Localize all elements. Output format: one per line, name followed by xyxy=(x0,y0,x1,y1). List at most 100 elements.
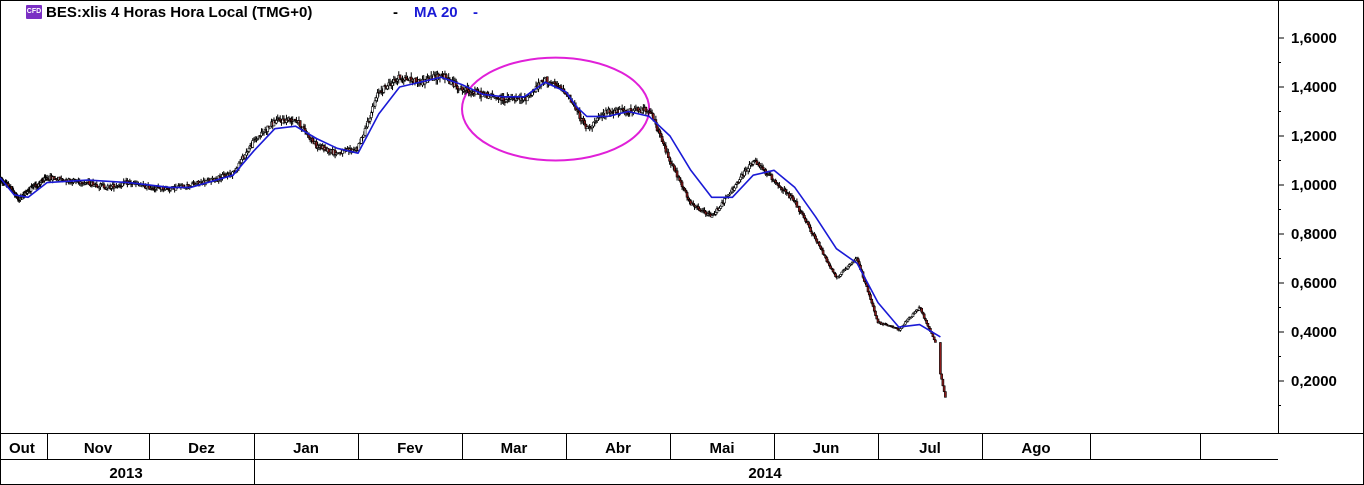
candle-body xyxy=(800,211,804,214)
month-label: Mar xyxy=(501,440,528,457)
candle xyxy=(875,315,879,320)
candle-body xyxy=(121,182,124,187)
y-tick-label: 0,2000 xyxy=(1291,373,1337,390)
candle-body xyxy=(391,82,394,86)
candle xyxy=(644,106,648,116)
y-tick-label: 0,6000 xyxy=(1291,275,1337,292)
candle-body xyxy=(256,138,260,140)
candle-body xyxy=(683,187,686,191)
candle-body xyxy=(360,137,363,144)
candle-body xyxy=(293,118,297,121)
candle-body xyxy=(839,274,842,277)
y-tick-label: 1,6000 xyxy=(1291,30,1337,47)
candle xyxy=(595,117,599,124)
candle-body xyxy=(251,140,255,148)
candle-body xyxy=(311,137,314,143)
ma20-line xyxy=(0,76,941,338)
candle xyxy=(944,391,947,398)
candle-body xyxy=(922,313,926,319)
candle xyxy=(489,92,493,101)
candle-body xyxy=(940,373,943,380)
candle-body xyxy=(791,196,795,201)
candle-body xyxy=(941,378,945,387)
candle-body xyxy=(934,339,937,343)
candle-body xyxy=(382,85,386,93)
candle-body xyxy=(866,286,870,293)
candle-body xyxy=(728,193,731,196)
candle-body xyxy=(298,120,302,128)
candle-body xyxy=(512,97,515,100)
candle xyxy=(798,205,801,215)
month-label: Abr xyxy=(605,440,631,457)
candle-body xyxy=(875,315,879,320)
candle-body xyxy=(644,106,648,112)
chart-title: BES:xlis 4 Horas Hora Local (TMG+0) xyxy=(46,4,313,21)
candle-body xyxy=(815,238,819,243)
candle-body xyxy=(531,92,534,96)
candle-body xyxy=(659,132,663,137)
candle xyxy=(95,181,99,188)
candle-body xyxy=(663,143,666,146)
candle xyxy=(302,123,306,129)
y-tick-label: 1,2000 xyxy=(1291,128,1337,145)
candle-body xyxy=(246,151,249,154)
candle-body xyxy=(154,187,158,190)
candle-body xyxy=(809,226,812,233)
candle-body xyxy=(386,85,389,90)
candle-body xyxy=(61,178,64,181)
candle-body xyxy=(275,120,278,124)
candle-body xyxy=(559,85,563,89)
candle-body xyxy=(371,106,374,113)
candle xyxy=(404,72,408,80)
candle-body xyxy=(664,145,668,153)
candle xyxy=(275,116,278,125)
candle-body xyxy=(684,189,688,193)
indicator-label[interactable]: MA 20 xyxy=(414,4,458,21)
candle-body xyxy=(685,192,689,198)
candle-body xyxy=(592,121,595,127)
candle xyxy=(627,113,630,117)
candle-body xyxy=(821,249,825,255)
x-axis: Out Nov Dez Jan Fev Mar Abr Mai Jun Jul Ago 2013 201… xyxy=(9,433,1201,485)
candle xyxy=(99,182,102,190)
candle-body xyxy=(268,126,272,129)
candle-body xyxy=(105,187,108,190)
candle-body xyxy=(911,313,915,317)
candle-body xyxy=(924,318,927,321)
candle-body xyxy=(502,97,505,101)
candle-body xyxy=(370,112,373,118)
candle xyxy=(942,385,946,393)
month-label: Jan xyxy=(293,440,319,457)
candle-body xyxy=(627,113,630,115)
candle xyxy=(723,198,726,206)
candle-body xyxy=(610,111,614,113)
candle-body xyxy=(774,180,777,183)
moving-average-series xyxy=(0,76,941,338)
candle-body xyxy=(870,298,874,304)
candle-body xyxy=(820,247,824,251)
candle-body xyxy=(88,180,91,186)
candle xyxy=(458,88,462,91)
month-label: Fev xyxy=(397,440,424,457)
candle-body xyxy=(927,326,931,329)
y-tick-label: 0,4000 xyxy=(1291,324,1337,341)
month-label: Mai xyxy=(709,440,734,457)
candle xyxy=(774,178,777,185)
indicator-menu-icon[interactable]: - xyxy=(473,4,478,21)
candle-body xyxy=(798,206,801,212)
candle-body xyxy=(738,179,741,183)
candle-body xyxy=(869,294,872,300)
candle-body xyxy=(833,271,836,274)
candle-body xyxy=(578,110,582,119)
candle xyxy=(401,75,404,84)
candle xyxy=(366,117,369,129)
month-label: Jun xyxy=(813,440,840,457)
candle xyxy=(675,167,679,181)
candle-body xyxy=(944,391,947,398)
candle xyxy=(673,165,676,172)
candle-body xyxy=(834,273,837,278)
candle-body xyxy=(872,305,876,312)
candle-body xyxy=(840,271,844,275)
candle-body xyxy=(680,181,684,188)
